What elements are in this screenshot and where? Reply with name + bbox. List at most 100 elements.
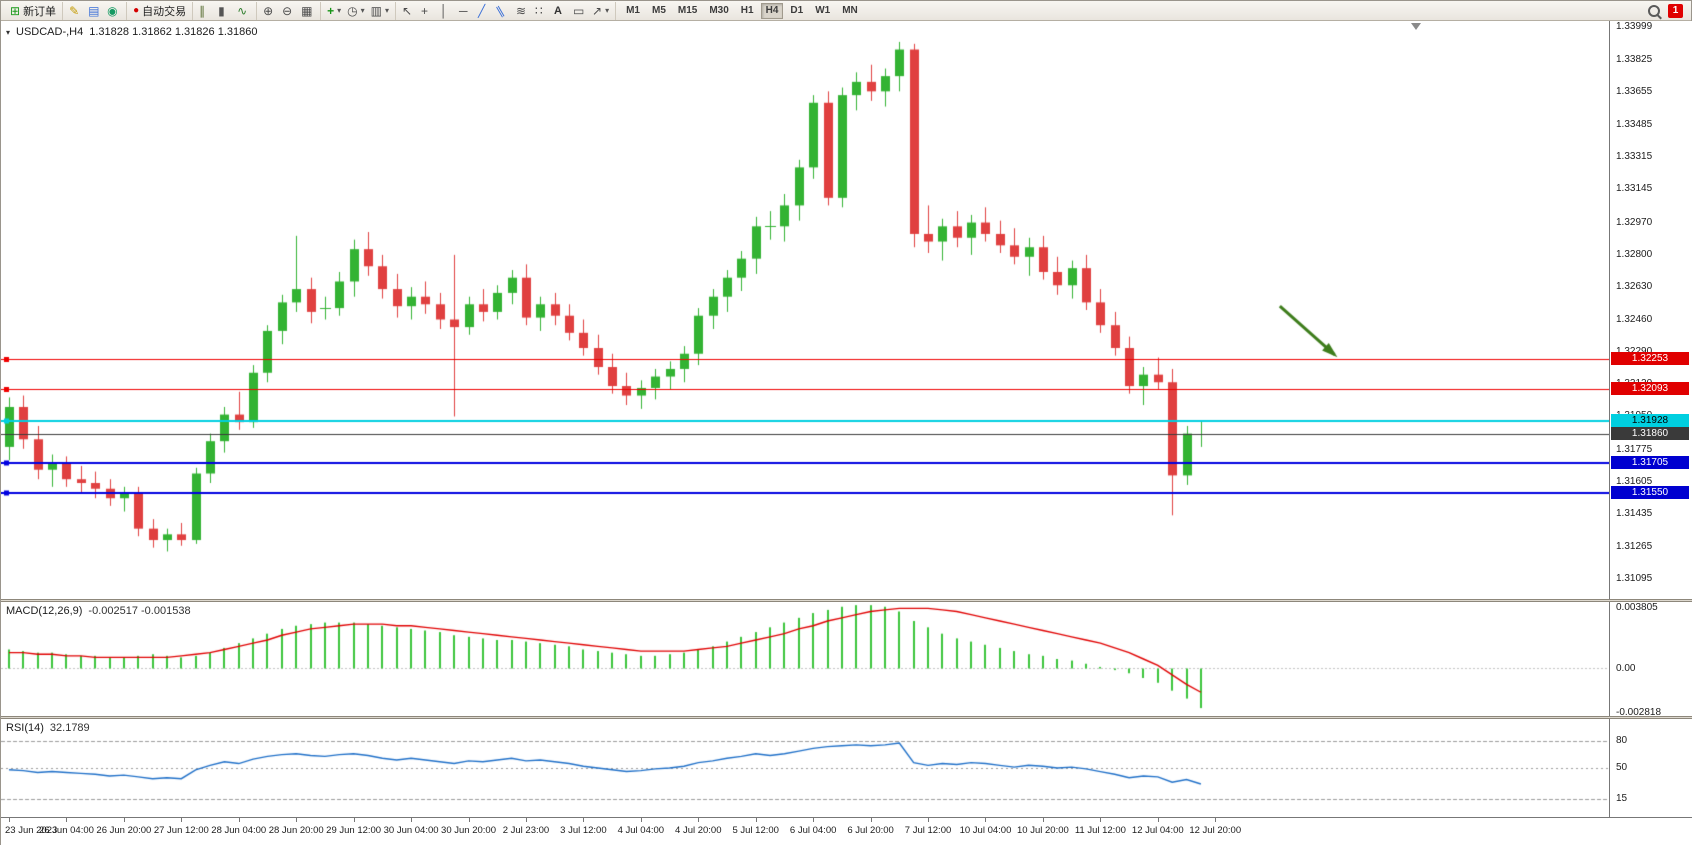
time-label: 30 Jun 04:00 bbox=[383, 825, 439, 836]
timeframe-W1[interactable]: W1 bbox=[810, 3, 835, 19]
candle-chart-button[interactable]: ▮ bbox=[216, 2, 233, 19]
search-icon[interactable] bbox=[1648, 4, 1660, 17]
timeframe-M30[interactable]: M30 bbox=[704, 3, 733, 19]
time-label: 10 Jul 20:00 bbox=[1017, 825, 1069, 836]
cursor-button[interactable]: ↖ bbox=[400, 2, 417, 19]
indicators-button[interactable]: + ▾ bbox=[325, 2, 343, 19]
time-label: 6 Jul 20:00 bbox=[847, 825, 894, 836]
timeframe-H4[interactable]: H4 bbox=[760, 2, 784, 19]
auto-trading-label: 自动交易 bbox=[142, 5, 187, 18]
bar-chart-icon: ∥ bbox=[199, 3, 206, 18]
timeframe-bar: M1 M5 M15 M30 H1 H4 D1 W1 MN bbox=[616, 2, 868, 19]
price-tick: 1.33485 bbox=[1616, 118, 1653, 130]
timeframe-MN[interactable]: MN bbox=[837, 3, 863, 19]
price-tick: 1.33315 bbox=[1616, 150, 1653, 162]
price-tick: 1.33145 bbox=[1616, 183, 1653, 195]
new-order-label: 新订单 bbox=[23, 5, 57, 18]
zoom-in-button[interactable]: ⊕ bbox=[261, 2, 278, 19]
cursor-icon: ↖ bbox=[402, 3, 413, 18]
toolbar-groups: ⊞ 新订单 ✎ ▤ ◉ ● 自动交易 ∥ ▮ ∿ ⊕ ⊖ ▦ + ▾ ◷ ▾ ▥ ▾ ↖ + │ ─ ╱ ∥ ≋ ∷ A ▭ ↗ ▾ bbox=[4, 1, 617, 20]
price-line-badge: 1.32253 bbox=[1611, 351, 1689, 365]
templates-button[interactable]: ▥ ▾ bbox=[369, 2, 391, 19]
time-axis-tick bbox=[1215, 818, 1216, 822]
price-line-badge: 1.31860 bbox=[1611, 426, 1689, 440]
indicators-icon: + bbox=[327, 3, 335, 18]
time-axis-tick bbox=[1100, 818, 1101, 822]
price-tick: 1.31605 bbox=[1616, 476, 1653, 488]
time-axis[interactable]: 23 Jun 2023 26 Jun 04:00 26 Jun 20:00 27 Ju… bbox=[1, 817, 1692, 846]
crosshair-icon: + bbox=[421, 3, 429, 18]
toolbar-group: ⊞ 新订单 bbox=[4, 1, 64, 20]
time-label: 3 Jul 12:00 bbox=[560, 825, 607, 836]
price-tick: 1.32290 bbox=[1616, 346, 1652, 357]
main-chart-canvas[interactable] bbox=[1, 21, 1609, 599]
vertical-line-button[interactable]: │ bbox=[438, 2, 455, 19]
price-tick: 1.31095 bbox=[1616, 573, 1653, 585]
toolbar: ⊞ 新订单 ✎ ▤ ◉ ● 自动交易 ∥ ▮ ∿ ⊕ ⊖ ▦ + ▾ ◷ ▾ ▥ ▾ ↖ + │ ─ ╱ ∥ ≋ ∷ A ▭ ↗ ▾ M1 M… bbox=[1, 1, 1691, 21]
time-axis-tick bbox=[239, 818, 240, 822]
dropdown-caret-icon: ▾ bbox=[360, 6, 365, 15]
macd-panel-separator[interactable] bbox=[1, 599, 1692, 602]
crosshair-button[interactable]: + bbox=[419, 2, 436, 19]
dropdown-caret-icon: ▾ bbox=[337, 6, 342, 15]
price-tick: 1.31265 bbox=[1616, 540, 1653, 552]
time-axis-tick bbox=[985, 818, 986, 822]
auto-trading-button[interactable]: ● 自动交易 bbox=[131, 2, 188, 19]
time-axis-tick bbox=[469, 818, 470, 822]
time-label: 28 Jun 04:00 bbox=[211, 825, 267, 836]
horizontal-line-button[interactable]: ─ bbox=[457, 2, 474, 19]
refresh-button[interactable]: ◉ bbox=[105, 2, 122, 19]
horizontal-line-icon: ─ bbox=[459, 3, 468, 18]
time-axis-tick bbox=[181, 818, 182, 822]
fibonacci-button[interactable]: ≋ bbox=[514, 2, 531, 19]
time-axis-tick bbox=[698, 818, 699, 822]
rsi-title: RSI(14) bbox=[6, 722, 44, 734]
rsi-canvas[interactable] bbox=[1, 719, 1609, 817]
price-line-badge: 1.32093 bbox=[1611, 382, 1689, 396]
text-button[interactable]: A bbox=[552, 2, 569, 19]
dropdown-caret-icon: ▾ bbox=[605, 6, 610, 15]
timeframe-M5[interactable]: M5 bbox=[647, 3, 671, 19]
new-order-button[interactable]: ⊞ 新订单 bbox=[8, 2, 58, 19]
rsi-label: RSI(14) 32.1789 bbox=[6, 722, 90, 734]
time-label: 4 Jul 20:00 bbox=[675, 825, 722, 836]
toolbar-group: + ▾ ◷ ▾ ▥ ▾ bbox=[321, 1, 396, 20]
price-tick: 1.33999 bbox=[1616, 20, 1653, 32]
dropdown-caret-icon: ▾ bbox=[384, 6, 389, 15]
timeframe-H1[interactable]: H1 bbox=[736, 3, 759, 19]
chart-shift-marker[interactable] bbox=[1411, 23, 1421, 30]
timeframe-M15[interactable]: M15 bbox=[673, 3, 702, 19]
notification-badge[interactable]: 1 bbox=[1668, 3, 1683, 18]
price-axis[interactable]: 1.33999 1.33825 1.33655 1.33485 1.33315 1.331… bbox=[1610, 21, 1692, 817]
toolbar-group: ↖ + │ ─ ╱ ∥ ≋ ∷ A ▭ ↗ ▾ bbox=[396, 1, 617, 20]
arrows-button[interactable]: ↗ ▾ bbox=[590, 2, 611, 19]
bar-chart-button[interactable]: ∥ bbox=[197, 2, 214, 19]
time-axis-tick bbox=[411, 818, 412, 822]
time-axis-tick bbox=[583, 818, 584, 822]
time-label: 6 Jul 04:00 bbox=[789, 825, 837, 836]
toolbar-group: ⊕ ⊖ ▦ bbox=[257, 1, 322, 20]
toolbar-right: 1 bbox=[1648, 3, 1688, 18]
dots-button[interactable]: ∷ bbox=[533, 2, 550, 19]
macd-canvas[interactable] bbox=[1, 602, 1609, 716]
macd-title: MACD(12,26,9) bbox=[6, 605, 83, 617]
equidistant-channel-button[interactable]: ∥ bbox=[494, 2, 512, 19]
timeframe-M1[interactable]: M1 bbox=[621, 3, 645, 19]
tile-windows-button[interactable]: ▦ bbox=[299, 2, 316, 19]
chart-header: ▾ USDCAD-,H4 1.31828 1.31862 1.31826 1.3… bbox=[6, 26, 257, 38]
trendline-button[interactable]: ╱ bbox=[476, 2, 493, 19]
rsi-level-tick: 50 bbox=[1616, 762, 1628, 773]
timeframe-D1[interactable]: D1 bbox=[785, 3, 808, 19]
periods-button[interactable]: ◷ ▾ bbox=[345, 2, 367, 19]
time-label: 12 Jul 04:00 bbox=[1131, 825, 1184, 836]
time-label: 26 Jun 20:00 bbox=[96, 825, 152, 836]
zoom-out-button[interactable]: ⊖ bbox=[280, 2, 297, 19]
rsi-panel-separator[interactable] bbox=[1, 716, 1692, 719]
navigator-button[interactable]: ▤ bbox=[86, 2, 103, 19]
time-axis-tick bbox=[124, 818, 125, 822]
pencil-button[interactable]: ✎ bbox=[67, 2, 84, 19]
time-label: 11 Jul 12:00 bbox=[1074, 825, 1126, 836]
text-label-button[interactable]: ▭ bbox=[571, 2, 588, 19]
price-line-badge: 1.31550 bbox=[1611, 485, 1689, 499]
line-chart-button[interactable]: ∿ bbox=[235, 2, 252, 19]
